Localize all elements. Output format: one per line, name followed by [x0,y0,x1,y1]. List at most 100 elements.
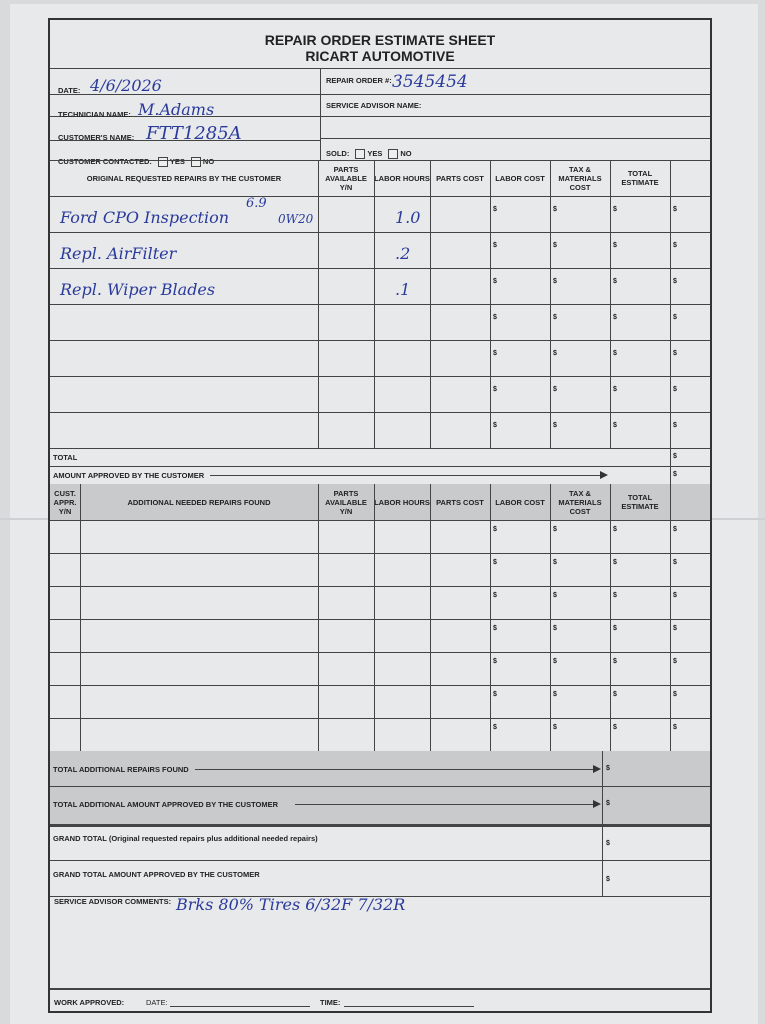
column-header: LABOR HOURS [374,173,430,183]
dollar-sign: $ [553,242,557,249]
dollar-sign: $ [553,658,557,665]
repair-description[interactable]: Repl. AirFilter [60,244,177,263]
dollar-sign: $ [613,592,617,599]
dollar-sign: $ [673,471,677,478]
column-header: CUST. APPR. Y/N [53,488,77,516]
dollar-sign: $ [493,206,497,213]
column-header: TAX & MATERIALS COST [558,164,602,192]
customer-name-field[interactable]: FTT1285A [146,123,242,144]
dollar-sign: $ [613,278,617,285]
arrow-line [295,804,595,805]
dollar-sign: $ [493,314,497,321]
column-header: TAX & MATERIALS COST [558,488,602,516]
column-header: TOTAL ESTIMATE [621,169,659,187]
dollar-sign: $ [606,876,610,883]
dollar-sign: $ [613,422,617,429]
table-row [50,412,710,448]
dollar-sign: $ [613,526,617,533]
dollar-sign: $ [553,278,557,285]
repair-order-label: REPAIR ORDER #: [326,76,392,85]
dollar-sign: $ [673,559,677,566]
dollar-sign: $ [553,559,557,566]
dollar-sign: $ [673,691,677,698]
sold-no-checkbox[interactable] [388,149,399,160]
dollar-sign: $ [613,724,617,731]
arrow-line [195,769,595,770]
total-label: TOTAL [53,453,78,462]
technician-field[interactable]: M.Adams [138,100,215,119]
work-time-line[interactable] [344,1006,474,1007]
grand-total-approved-label: GRAND TOTAL AMOUNT APPROVED BY THE CUSTO… [53,870,260,879]
dollar-sign: $ [493,278,497,285]
column-header: LABOR HOURS [374,497,430,507]
sold-text: SOLD: [326,149,350,158]
comments-field[interactable]: Brks 80% Tires 6/32F 7/32R [176,895,406,914]
repair-description[interactable]: Repl. Wiper Blades [60,280,216,299]
work-date-line[interactable] [170,1006,310,1007]
yes-text: YES [367,149,383,158]
dollar-sign: $ [493,592,497,599]
column-header: PARTS COST [436,173,484,183]
dollar-sign: $ [493,386,497,393]
dollar-sign: $ [553,724,557,731]
amount-approved-label: AMOUNT APPROVED BY THE CUSTOMER [53,471,205,480]
arrow-line [210,475,602,476]
repair-order-field[interactable]: 3545454 [392,72,468,92]
table-row [50,376,710,412]
dollar-sign: $ [553,314,557,321]
table-row [50,586,710,619]
column-header: PARTS AVAILABLE Y/N [325,164,367,192]
dollar-sign: $ [553,526,557,533]
dollar-sign: $ [673,278,677,285]
no-text: NO [202,157,215,166]
dollar-sign: $ [613,350,617,357]
column-header: TOTAL ESTIMATE [621,493,659,511]
table-row [50,553,710,586]
dollar-sign: $ [493,559,497,566]
total-additional-approved-label: TOTAL ADDITIONAL AMOUNT APPROVED BY THE … [53,800,279,809]
repair-note-top: 6.9 [246,196,267,211]
dollar-sign: $ [613,658,617,665]
comments-label: SERVICE ADVISOR COMMENTS: [54,897,172,906]
table-row [50,304,710,340]
technician-label: TECHNICIAN NAME: [58,110,131,119]
dollar-sign: $ [553,422,557,429]
yes-text: YES [169,157,185,166]
contacted-text: CUSTOMER CONTACTED: [58,157,152,166]
arrow-icon [600,471,608,479]
column-header: LABOR COST [495,173,545,183]
sold-yes-checkbox[interactable] [355,149,366,160]
contacted-no-checkbox[interactable] [190,157,201,168]
dollar-sign: $ [613,559,617,566]
no-text: NO [400,149,412,158]
table-row [50,718,710,751]
repair-note: 0W20 [278,212,314,226]
dollar-sign: $ [553,592,557,599]
dollar-sign: $ [493,691,497,698]
dollar-sign: $ [673,386,677,393]
dollar-sign: $ [613,206,617,213]
table-row [50,619,710,652]
service-advisor-label: SERVICE ADVISOR NAME: [326,101,422,110]
dollar-sign: $ [493,242,497,249]
date-label: DATE: [58,86,81,95]
dollar-sign: $ [673,453,677,460]
sold-label: SOLD: YES NO [326,149,412,160]
dollar-sign: $ [606,800,610,807]
column-header: ADDITIONAL NEEDED REPAIRS FOUND [127,497,271,507]
dollar-sign: $ [613,242,617,249]
dollar-sign: $ [493,526,497,533]
column-header: PARTS COST [436,497,484,507]
dollar-sign: $ [673,592,677,599]
dollar-sign: $ [673,350,677,357]
labor-hours-value[interactable]: 1.0 [395,208,421,227]
dollar-sign: $ [606,840,610,847]
repair-description[interactable]: Ford CPO Inspection [60,208,230,227]
company-name: RICART AUTOMOTIVE [305,48,455,64]
labor-hours-value[interactable]: .2 [395,244,411,263]
dollar-sign: $ [553,625,557,632]
total-additional-label: TOTAL ADDITIONAL REPAIRS FOUND [53,765,189,774]
labor-hours-value[interactable]: .1 [395,280,411,299]
date-field[interactable]: 4/6/2026 [90,76,162,95]
contacted-yes-checkbox[interactable] [157,157,168,168]
